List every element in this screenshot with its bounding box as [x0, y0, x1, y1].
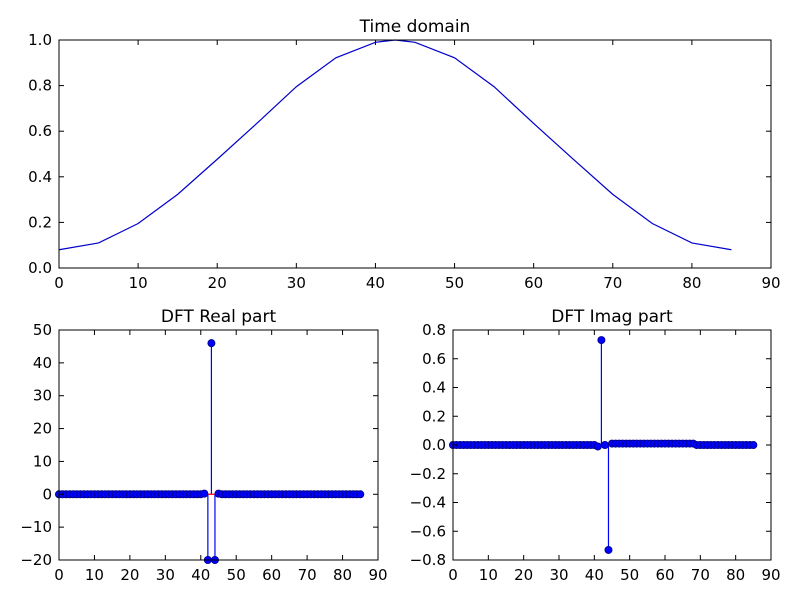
y-tick-label: 0.6	[422, 350, 446, 368]
y-tick-label: 0.2	[422, 407, 446, 425]
y-tick-label: −0.6	[410, 522, 446, 540]
axes-frame	[58, 329, 379, 561]
x-tick-label: 40	[191, 566, 210, 584]
y-tick-label: 1.0	[28, 31, 52, 49]
x-tick-label: 50	[445, 274, 464, 292]
x-tick-label: 0	[54, 566, 64, 584]
x-tick-label: 10	[129, 274, 148, 292]
stem-marker	[593, 442, 602, 451]
x-tick-label: 0	[448, 566, 458, 584]
x-tick-label: 30	[156, 566, 175, 584]
stem-marker	[356, 490, 365, 499]
y-tick-label: 0.0	[422, 436, 446, 454]
y-tick-label: 30	[33, 387, 52, 405]
x-tick-label: 60	[262, 566, 281, 584]
chart-title: Time domain	[359, 17, 471, 37]
chart-title: DFT Imag part	[551, 307, 673, 327]
x-tick-label: 20	[208, 274, 227, 292]
stem-marker	[200, 489, 209, 498]
x-tick-label: 0	[54, 274, 64, 292]
x-tick-label: 70	[298, 566, 317, 584]
y-tick-label: 0.4	[422, 379, 446, 397]
y-tick-label: 0.6	[28, 122, 52, 140]
y-tick-label: 40	[33, 354, 52, 372]
x-tick-label: 40	[585, 566, 604, 584]
x-tick-label: 50	[620, 566, 639, 584]
x-tick-label: 90	[761, 566, 780, 584]
y-tick-label: 0.8	[422, 321, 446, 339]
time-domain-plot: Time domain 0 10 20 30 40 50 60 70 80 90 0.0 0.2 0.4 0…	[28, 17, 780, 292]
stem-marker	[597, 336, 606, 345]
axes-frame	[58, 39, 772, 269]
y-tick-label: 20	[33, 420, 52, 438]
x-tick-label: 70	[603, 274, 622, 292]
x-tick-label: 90	[761, 274, 780, 292]
x-tick-label: 20	[120, 566, 139, 584]
x-tick-label: 30	[287, 274, 306, 292]
x-tick-label: 80	[682, 274, 701, 292]
x-tick-label: 90	[368, 566, 387, 584]
y-tick-label: 0.2	[28, 213, 52, 231]
stem-marker	[604, 545, 613, 554]
x-tick-label: 80	[726, 566, 745, 584]
y-tick-label: −0.8	[410, 551, 446, 569]
stem-marker	[207, 339, 216, 348]
y-tick-label: −20	[20, 551, 52, 569]
y-tick-label: −10	[20, 518, 52, 536]
dft-real-plot: DFT Real part 0 10 20 30 40 50 60 70 80 90 −20 −10 0 1…	[20, 307, 387, 584]
x-tick-label: 10	[479, 566, 498, 584]
x-tick-label: 20	[514, 566, 533, 584]
stem-marker	[749, 440, 758, 449]
x-tick-label: 80	[333, 566, 352, 584]
x-tick-label: 30	[549, 566, 568, 584]
x-tick-label: 40	[366, 274, 385, 292]
y-tick-label: 0.0	[28, 259, 52, 277]
y-tick-label: 0	[42, 485, 52, 503]
y-tick-label: 0.4	[28, 168, 52, 186]
x-tick-label: 50	[227, 566, 246, 584]
y-tick-label: 50	[33, 321, 52, 339]
x-tick-label: 60	[655, 566, 674, 584]
dft-imag-plot: DFT Imag part 0 10 20 30 40 50 60 70 80 90 −0.8 −0.6…	[410, 307, 781, 584]
x-tick-label: 70	[691, 566, 710, 584]
y-tick-label: 10	[33, 452, 52, 470]
x-tick-label: 60	[524, 274, 543, 292]
y-tick-label: 0.8	[28, 77, 52, 95]
chart-title: DFT Real part	[161, 307, 277, 327]
y-tick-label: −0.2	[410, 465, 446, 483]
stem-marker	[600, 440, 609, 449]
x-tick-label: 10	[85, 566, 104, 584]
y-tick-label: −0.4	[410, 494, 446, 512]
